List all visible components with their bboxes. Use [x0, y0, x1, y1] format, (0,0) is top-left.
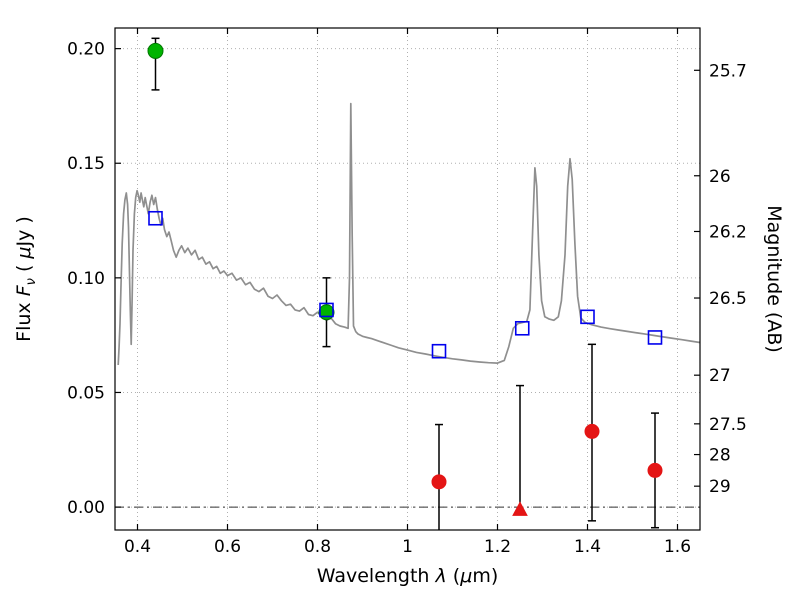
red-point	[647, 462, 663, 478]
y-tick-label: 0.00	[67, 498, 105, 518]
x-tick-label: 0.6	[214, 537, 241, 557]
x-axis-label: Wavelength λ (μm)	[317, 565, 498, 587]
grid	[115, 28, 700, 530]
right-tick-label: 25.7	[709, 61, 747, 81]
detection-point	[147, 42, 164, 59]
right-tick-label: 28	[709, 446, 731, 466]
y-tick-label: 0.20	[67, 40, 105, 60]
model-square	[514, 320, 530, 336]
y-tick-label: 0.15	[67, 154, 105, 174]
y-tick-label: 0.05	[67, 383, 105, 403]
x-tick-label: 1.2	[484, 537, 511, 557]
detection-point	[318, 304, 335, 321]
axes-frame	[114, 27, 701, 531]
spectrum-line	[117, 102, 700, 366]
model-square	[647, 330, 663, 345]
x-tick-label: 1.4	[574, 537, 601, 557]
right-tick-label: 26.2	[709, 222, 747, 242]
model-photometry	[148, 210, 663, 359]
model-square	[148, 210, 163, 226]
model-square	[431, 343, 447, 359]
x-tick-label: 0.4	[124, 537, 151, 557]
right-tick-label: 26	[709, 167, 731, 187]
right-tick-label: 26.5	[709, 289, 747, 309]
y-axis-label: Flux Fν ( μJy )	[13, 216, 39, 342]
x-tick-label: 1	[402, 537, 413, 557]
right-tick-label: 27.5	[709, 415, 747, 435]
model-square	[580, 309, 595, 325]
model-square	[319, 302, 334, 318]
red-point	[584, 423, 600, 439]
right-tick-label: 27	[709, 366, 731, 386]
x-tick-label: 1.6	[664, 537, 691, 557]
right-tick-label: 29	[709, 477, 731, 497]
red-point	[431, 474, 447, 490]
y-tick-label: 0.10	[67, 269, 105, 289]
x-tick-label: 0.8	[304, 537, 331, 557]
right-axis-label: Magnitude (AB)	[763, 205, 785, 353]
tick-marks	[115, 28, 700, 530]
faint-photometry	[431, 423, 663, 516]
upper-limit-triangle	[512, 501, 528, 516]
